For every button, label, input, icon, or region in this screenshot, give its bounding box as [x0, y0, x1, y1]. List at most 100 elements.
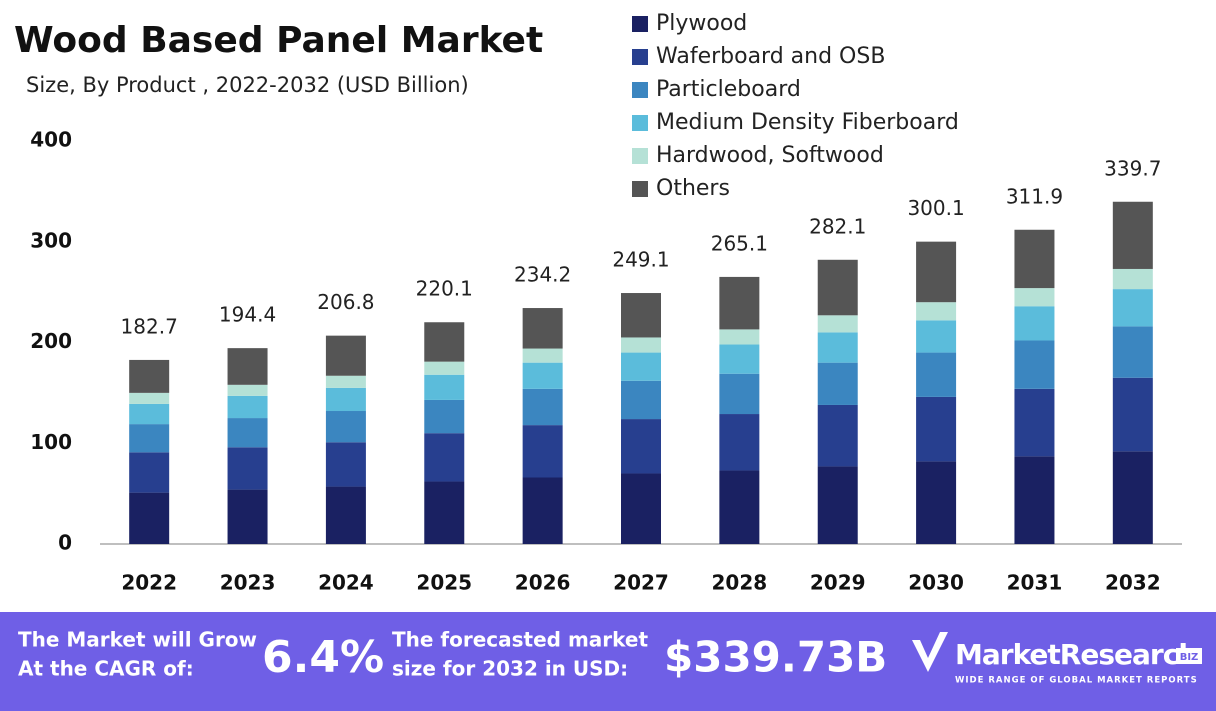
bar-segment	[916, 352, 957, 397]
y-tick-label: 200	[30, 329, 72, 353]
bar-segment	[719, 414, 760, 471]
bar-segment	[719, 373, 760, 415]
chart-subtitle: Size, By Product , 2022-2032 (USD Billio…	[26, 73, 469, 97]
bar-segment	[227, 348, 268, 385]
bar-segment	[522, 425, 563, 478]
bar-segment	[817, 362, 858, 405]
bar-segment	[817, 259, 858, 316]
legend-swatch	[632, 82, 648, 98]
bar-segment	[1112, 451, 1153, 544]
bar-segment	[424, 361, 465, 375]
bar-segment	[1112, 326, 1153, 378]
brand-logo	[912, 632, 948, 672]
x-tick-label: 2027	[613, 571, 669, 595]
legend-swatch	[632, 49, 648, 65]
bar-segment	[1014, 340, 1055, 389]
banner-text: The Market will Grow	[18, 628, 257, 652]
banner-text: At the CAGR of:	[18, 657, 194, 681]
bar-segment	[522, 348, 563, 363]
total-label: 282.1	[809, 214, 866, 238]
tagline: WIDE RANGE OF GLOBAL MARKET REPORTS	[955, 676, 1198, 686]
legend-label: Plywood	[656, 11, 747, 36]
total-label: 194.4	[219, 303, 276, 327]
bar-segment	[817, 466, 858, 544]
banner	[0, 612, 1216, 711]
bar-segment	[621, 337, 661, 353]
y-tick-label: 100	[30, 430, 72, 454]
bar-segment	[1014, 388, 1055, 457]
bar-segment	[325, 335, 366, 376]
total-label: 300.1	[907, 196, 964, 220]
bar-segment	[227, 489, 268, 544]
y-tick-label: 400	[30, 128, 72, 152]
total-label: 234.2	[514, 263, 571, 287]
bar-segment	[522, 477, 563, 544]
x-tick-label: 2028	[712, 571, 768, 595]
bar-segment	[719, 344, 760, 374]
total-label: 206.8	[317, 290, 374, 314]
legend-swatch	[632, 115, 648, 131]
bar-segment	[522, 388, 563, 426]
bar-segment	[1112, 268, 1153, 290]
bar-segment	[424, 374, 465, 400]
bar-segment	[424, 433, 465, 482]
x-tick-label: 2025	[416, 571, 472, 595]
bar-segment	[621, 473, 661, 544]
bar-segment	[621, 352, 661, 381]
brand-badge	[1176, 648, 1202, 664]
x-tick-label: 2031	[1007, 571, 1063, 595]
bar-segment	[129, 403, 170, 425]
bar-segment	[1014, 288, 1055, 307]
bar-segment	[1014, 306, 1055, 341]
bar-segment	[129, 452, 170, 493]
bar-segment	[325, 387, 366, 412]
chart-title: Wood Based Panel Market	[14, 20, 543, 61]
total-label: 311.9	[1006, 184, 1063, 208]
bar-segment	[719, 329, 760, 345]
legend-swatch	[632, 148, 648, 164]
bar-segment	[325, 375, 366, 388]
bar-segment	[916, 241, 957, 303]
x-tick-label: 2022	[121, 571, 177, 595]
bar-segment	[817, 404, 858, 467]
banner-text: The forecasted market	[392, 628, 648, 652]
bar-segment	[424, 481, 465, 544]
bar-segment	[325, 486, 366, 544]
bar-segment	[227, 418, 268, 448]
bar-segment	[227, 395, 268, 419]
bar-segment	[621, 293, 661, 338]
bar-segment	[1014, 229, 1055, 289]
bar-segment	[916, 302, 957, 321]
brand: MarketResearch	[955, 638, 1197, 671]
x-tick-label: 2023	[220, 571, 276, 595]
bar-segment	[1112, 289, 1153, 327]
bar-segment	[522, 362, 563, 389]
total-label: 182.7	[121, 314, 178, 338]
legend-swatch	[632, 16, 648, 32]
x-tick-label: 2030	[908, 571, 964, 595]
x-tick-label: 2024	[318, 571, 374, 595]
banner-value: $339.73B	[664, 633, 887, 682]
legend-label: Medium Density Fiberboard	[656, 110, 959, 135]
y-tick-label: 300	[30, 228, 72, 252]
bar-segment	[325, 442, 366, 487]
bar-segment	[424, 322, 465, 362]
bar-segment	[424, 399, 465, 434]
bar-segment	[817, 315, 858, 333]
total-label: 265.1	[711, 231, 768, 255]
banner-cagr: 6.4%	[262, 632, 384, 683]
legend-label: Waferboard and OSB	[656, 44, 885, 69]
bar-segment	[621, 419, 661, 474]
legend-label: Hardwood, Softwood	[656, 143, 884, 168]
bar-segment	[1112, 377, 1153, 452]
legend-swatch	[632, 181, 648, 197]
bar-segment	[817, 332, 858, 363]
bar-segment	[916, 320, 957, 353]
bar-segment	[719, 276, 760, 330]
bar-segment	[1112, 201, 1153, 269]
total-label: 220.1	[416, 277, 473, 301]
legend-label: Particleboard	[656, 77, 801, 102]
bar-segment	[227, 384, 268, 396]
